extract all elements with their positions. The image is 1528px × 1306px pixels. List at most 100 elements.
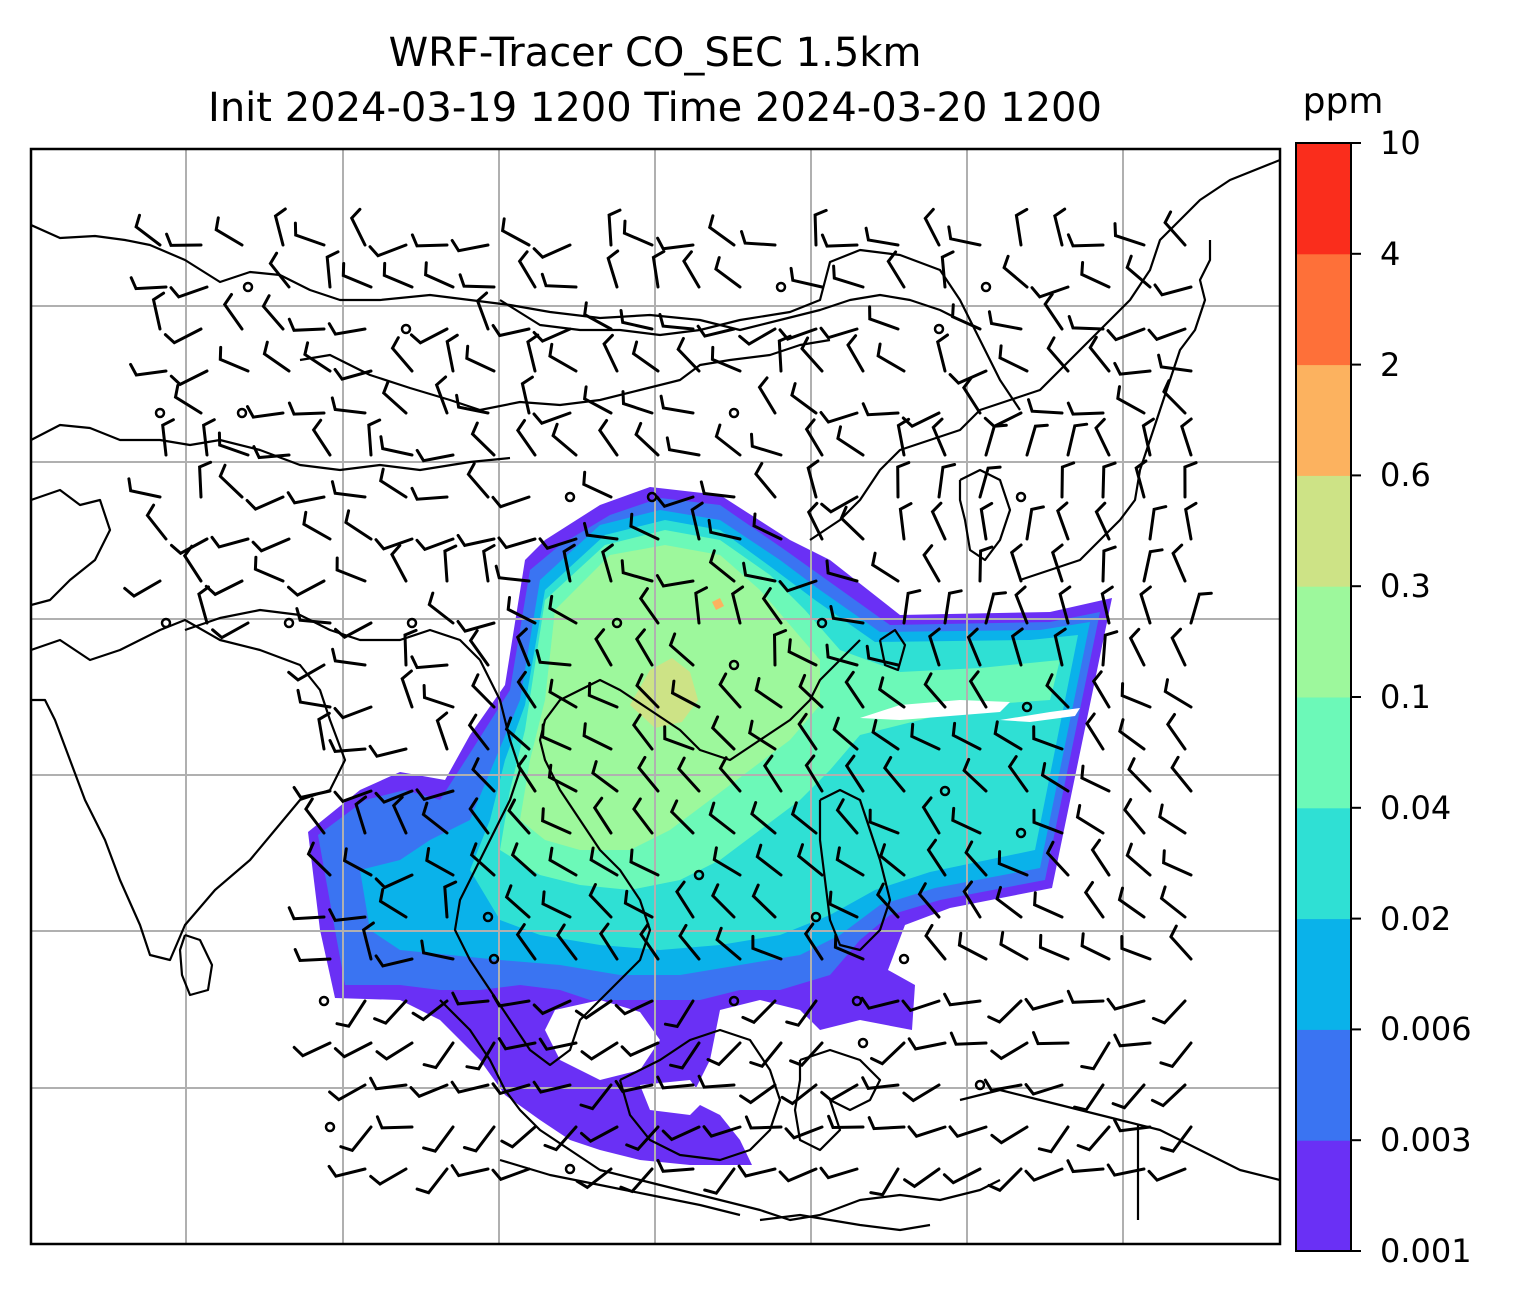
wind-barb: [968, 670, 988, 709]
wind-barb: [665, 436, 701, 457]
wind-barb: [621, 390, 654, 415]
wind-barb: [987, 1167, 1023, 1193]
wind-barb: [1159, 885, 1187, 919]
wind-barb: [1045, 840, 1070, 877]
wind-barb: [182, 544, 203, 583]
wind-barb: [532, 411, 572, 425]
wind-barb: [151, 291, 166, 331]
wind-barb: [415, 448, 455, 463]
wind-barb: [333, 705, 373, 720]
wind-barb: [1147, 327, 1187, 342]
wind-barb: [832, 716, 859, 751]
wind-barb: [757, 376, 777, 415]
wind-barb: [751, 883, 777, 919]
wind-barb: [403, 628, 418, 667]
wind-barb: [1118, 718, 1146, 751]
wind-barb: [1120, 682, 1152, 709]
calm-marker: [1015, 491, 1027, 503]
wind-barb: [1158, 803, 1187, 835]
calm-marker: [400, 323, 412, 335]
wind-barb: [510, 842, 537, 877]
wind-barb: [253, 555, 285, 583]
wind-barb: [937, 463, 957, 499]
wind-barb: [978, 465, 1002, 499]
wind-barb: [868, 808, 900, 835]
wind-barb: [663, 999, 695, 1029]
wind-barb: [1094, 501, 1111, 541]
wind-barb: [293, 221, 326, 247]
coastlines: [31, 158, 1280, 1232]
wind-barb: [379, 467, 408, 499]
wind-barb: [703, 1167, 736, 1195]
wind-barb: [500, 217, 531, 247]
wind-barb: [1091, 670, 1111, 709]
calm-marker: [1021, 701, 1033, 713]
wind-barb: [1085, 712, 1105, 751]
wind-barb: [580, 1041, 619, 1061]
wind-barb: [374, 873, 414, 890]
wind-barb: [331, 647, 367, 667]
wind-barb: [978, 545, 994, 583]
wind-barb: [1066, 1159, 1105, 1174]
wind-barb: [962, 757, 988, 793]
wind-barb: [601, 543, 614, 583]
wind-barbs: [123, 207, 1213, 1197]
wind-barb: [443, 880, 458, 919]
wind-barb: [286, 491, 326, 505]
wind-barb: [1067, 315, 1105, 331]
wind-barb: [218, 463, 244, 499]
wind-barb: [739, 1083, 777, 1105]
wind-barb: [465, 344, 496, 373]
wind-barb: [296, 688, 332, 709]
wind-barb: [445, 333, 459, 373]
wind-barb: [468, 797, 490, 835]
wind-barb: [169, 285, 209, 299]
wind-barb: [1171, 543, 1187, 583]
coastline-india: [31, 618, 347, 962]
wind-barb: [943, 992, 982, 1007]
wind-barb: [772, 629, 788, 667]
map-frame: [29, 147, 1282, 1246]
wind-barb: [678, 923, 701, 961]
wind-barb: [993, 720, 1023, 751]
wind-barb: [948, 369, 988, 385]
wind-barb: [861, 1076, 900, 1091]
wind-barb: [656, 1159, 695, 1173]
wind-barb: [361, 921, 375, 961]
wind-barb: [740, 230, 777, 247]
wind-barb: [369, 1076, 408, 1091]
wind-barb: [145, 503, 168, 541]
colorbar-level: [1296, 586, 1351, 698]
wind-barb: [910, 722, 941, 751]
wind-barb: [737, 1164, 777, 1178]
wind-barb: [328, 739, 367, 753]
wind-barb: [344, 509, 373, 541]
wind-barb: [450, 1080, 490, 1094]
wind-barb: [354, 795, 368, 835]
colorbar-unit-label: ppm: [1302, 81, 1384, 122]
wind-barb: [832, 264, 865, 289]
colorbar-tick-label: 0.1: [1380, 678, 1431, 716]
wind-barb: [475, 291, 490, 331]
wind-barb: [921, 796, 941, 835]
wind-barb: [1080, 261, 1111, 289]
wind-barb: [129, 362, 168, 377]
wind-barb: [516, 670, 537, 709]
wind-barb: [378, 888, 408, 919]
wind-barb: [1160, 1125, 1193, 1153]
calm-marker: [564, 1163, 576, 1175]
wind-barb: [827, 1114, 865, 1130]
wind-barb: [1075, 804, 1105, 835]
colorbar-tick-label: 0.04: [1380, 788, 1452, 827]
wind-barb: [273, 207, 287, 247]
wind-barb: [1106, 1163, 1146, 1177]
calm-marker: [980, 281, 992, 293]
wind-barb: [780, 1083, 818, 1106]
wind-barb: [1125, 842, 1152, 877]
wind-barb: [374, 537, 414, 551]
wind-barb: [517, 250, 537, 289]
wind-barb: [1060, 461, 1076, 499]
wind-barb: [606, 249, 620, 289]
wind-barb: [995, 885, 1023, 919]
wind-barb: [1113, 1118, 1152, 1133]
